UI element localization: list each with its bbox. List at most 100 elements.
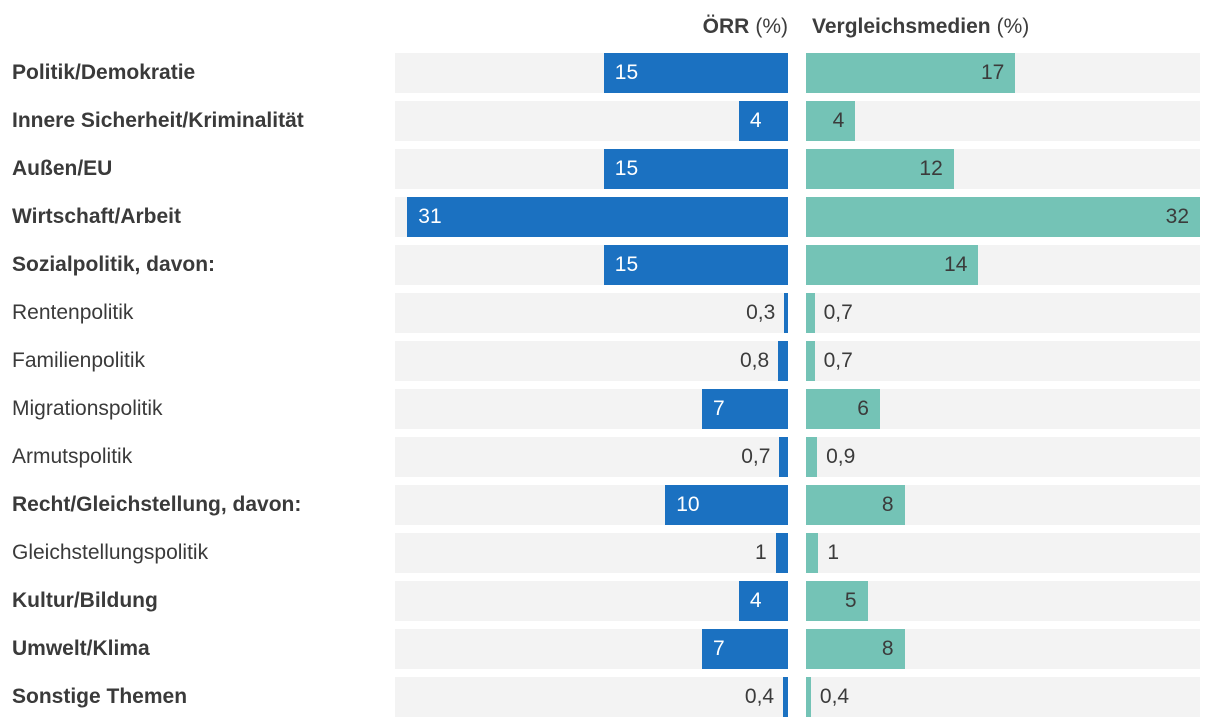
- oerr-bar: [778, 341, 788, 381]
- oerr-track: 7: [395, 629, 788, 669]
- vergleichsmedien-value-label: 14: [944, 253, 968, 276]
- oerr-bar: 10: [665, 485, 788, 525]
- column-header-oerr-unit: (%): [755, 14, 788, 38]
- chart-rows: Politik/Demokratie 15 17 Innere Sicherheit/…: [0, 53, 1220, 717]
- vergleichsmedien-bar: 32: [806, 197, 1200, 237]
- column-gap: [788, 533, 806, 573]
- category-label: Kultur/Bildung: [12, 589, 158, 612]
- column-gap: [788, 581, 806, 621]
- vergleichsmedien-track: 0,7: [806, 293, 1200, 333]
- table-row: Gleichstellungspolitik 1 1: [0, 533, 1200, 573]
- column-gap: [788, 629, 806, 669]
- vergleichsmedien-track: 8: [806, 485, 1200, 525]
- vergleichsmedien-track: 17: [806, 53, 1200, 93]
- oerr-value-label: 7: [713, 397, 725, 420]
- oerr-track: 7: [395, 389, 788, 429]
- table-row: Migrationspolitik 7 6: [0, 389, 1200, 429]
- vergleichsmedien-value-label: 32: [1165, 205, 1189, 228]
- vergleichsmedien-track: 0,4: [806, 677, 1200, 717]
- vergleichsmedien-track: 5: [806, 581, 1200, 621]
- table-row: Innere Sicherheit/Kriminalität 4 4: [0, 101, 1200, 141]
- table-row: Rentenpolitik 0,3 0,7: [0, 293, 1200, 333]
- oerr-bar: [784, 293, 788, 333]
- table-row: Recht/Gleichstellung, davon: 10 8: [0, 485, 1200, 525]
- vergleichsmedien-bar: 8: [806, 629, 905, 669]
- oerr-bar: 7: [702, 629, 788, 669]
- vergleichsmedien-track: 32: [806, 197, 1200, 237]
- oerr-value-label: 0,4: [744, 685, 775, 708]
- vergleichsmedien-bar: 12: [806, 149, 954, 189]
- oerr-track: 0,7: [395, 437, 788, 477]
- column-gap: [788, 341, 806, 381]
- vergleichsmedien-track: 0,7: [806, 341, 1200, 381]
- oerr-track: 1: [395, 533, 788, 573]
- table-row: Politik/Demokratie 15 17: [0, 53, 1200, 93]
- vergleichsmedien-bar: [806, 533, 819, 573]
- column-gap: [788, 197, 806, 237]
- table-row: Kultur/Bildung 4 5: [0, 581, 1200, 621]
- oerr-bar: [775, 533, 788, 573]
- column-gap: [788, 293, 806, 333]
- vergleichsmedien-bar: 4: [806, 101, 856, 141]
- oerr-bar: 4: [738, 101, 788, 141]
- column-gap: [788, 485, 806, 525]
- vergleichsmedien-track: 0,9: [806, 437, 1200, 477]
- vergleichsmedien-track: 1: [806, 533, 1200, 573]
- vergleichsmedien-value-label: 12: [919, 157, 943, 180]
- oerr-bar: [783, 677, 788, 717]
- vergleichsmedien-track: 4: [806, 101, 1200, 141]
- oerr-value-label: 7: [713, 637, 725, 660]
- column-header-vergleichsmedien-label: Vergleichsmedien: [812, 14, 991, 38]
- oerr-value-label: 4: [749, 109, 762, 132]
- column-gap: [788, 53, 806, 93]
- category-label: Wirtschaft/Arbeit: [12, 205, 181, 228]
- oerr-value-label: 15: [614, 61, 639, 84]
- column-header-oerr-label: ÖRR: [702, 14, 750, 38]
- vergleichsmedien-value-label: 0,4: [819, 685, 850, 708]
- column-header-oerr: ÖRR (%): [395, 0, 788, 53]
- category-label: Armutspolitik: [12, 445, 133, 468]
- vergleichsmedien-bar: [806, 341, 815, 381]
- vergleichsmedien-bar: 17: [806, 53, 1016, 93]
- oerr-bar: 7: [702, 389, 788, 429]
- oerr-track: 4: [395, 581, 788, 621]
- oerr-bar: [779, 437, 788, 477]
- vergleichsmedien-track: 8: [806, 629, 1200, 669]
- table-row: Sozialpolitik, davon: 15 14: [0, 245, 1200, 285]
- vergleichsmedien-value-label: 0,9: [826, 445, 856, 468]
- oerr-track: 10: [395, 485, 788, 525]
- oerr-track: 0,3: [395, 293, 788, 333]
- oerr-track: 15: [395, 245, 788, 285]
- category-label: Recht/Gleichstellung, davon:: [12, 493, 302, 516]
- vergleichsmedien-bar: 14: [806, 245, 979, 285]
- category-label: Sonstige Themen: [12, 685, 188, 708]
- category-label: Politik/Demokratie: [12, 61, 196, 84]
- category-label: Gleichstellungspolitik: [12, 541, 209, 564]
- oerr-track: 4: [395, 101, 788, 141]
- vergleichsmedien-bar: 6: [806, 389, 880, 429]
- category-label: Sozialpolitik, davon:: [12, 253, 216, 276]
- vergleichsmedien-value-label: 8: [881, 493, 894, 516]
- table-row: Außen/EU 15 12: [0, 149, 1200, 189]
- vergleichsmedien-track: 6: [806, 389, 1200, 429]
- oerr-value-label: 1: [755, 541, 767, 564]
- column-gap: [788, 245, 806, 285]
- vergleichsmedien-value-label: 0,7: [823, 301, 853, 324]
- oerr-bar: 15: [603, 245, 788, 285]
- table-row: Wirtschaft/Arbeit 31 32: [0, 197, 1200, 237]
- column-gap: [788, 677, 806, 717]
- category-label: Rentenpolitik: [12, 301, 134, 324]
- category-label: Umwelt/Klima: [12, 637, 150, 660]
- oerr-value-label: 10: [676, 493, 700, 516]
- vergleichsmedien-value-label: 17: [980, 61, 1005, 84]
- table-row: Familienpolitik 0,8 0,7: [0, 341, 1200, 381]
- oerr-value-label: 31: [418, 205, 442, 228]
- column-gap: [788, 437, 806, 477]
- oerr-track: 31: [395, 197, 788, 237]
- oerr-bar: 4: [738, 581, 788, 621]
- category-label: Außen/EU: [12, 157, 113, 180]
- oerr-track: 0,4: [395, 677, 788, 717]
- table-row: Umwelt/Klima 7 8: [0, 629, 1200, 669]
- vergleichsmedien-track: 12: [806, 149, 1200, 189]
